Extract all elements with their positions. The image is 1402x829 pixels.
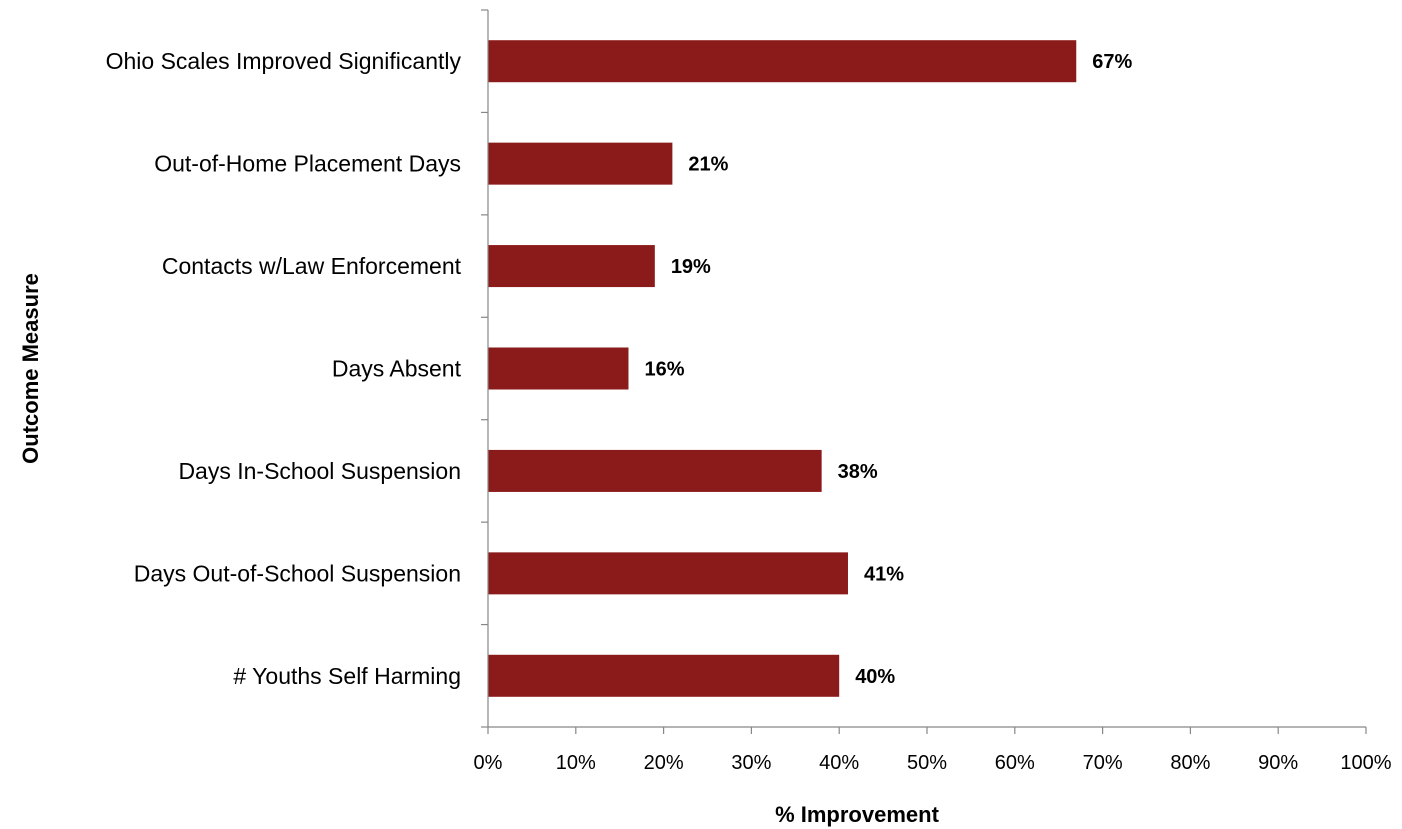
category-label: Days Out-of-School Suspension bbox=[134, 560, 461, 586]
data-label: 67% bbox=[1092, 51, 1132, 73]
category-label: Days Absent bbox=[332, 356, 462, 382]
x-tick-label: 60% bbox=[995, 752, 1035, 774]
category-label: Ohio Scales Improved Significantly bbox=[106, 48, 462, 74]
category-label: Out-of-Home Placement Days bbox=[154, 151, 461, 177]
x-tick-label: 40% bbox=[819, 752, 859, 774]
category-label: # Youths Self Harming bbox=[233, 663, 461, 689]
x-tick-label: 20% bbox=[644, 752, 684, 774]
bars-layer bbox=[488, 40, 1077, 697]
x-tick-label: 10% bbox=[556, 752, 596, 774]
bar bbox=[488, 654, 840, 697]
ticks-layer bbox=[481, 9, 1367, 734]
category-label: Contacts w/Law Enforcement bbox=[162, 253, 462, 279]
bar bbox=[488, 40, 1077, 83]
bar bbox=[488, 552, 848, 595]
x-tick-label: 50% bbox=[907, 752, 947, 774]
bar bbox=[488, 245, 655, 288]
data-label: 38% bbox=[838, 461, 878, 483]
bar bbox=[488, 347, 629, 390]
data-label: 40% bbox=[855, 666, 895, 688]
data-label: 41% bbox=[864, 563, 904, 585]
data-label: 21% bbox=[688, 154, 728, 176]
y-axis-title: Outcome Measure bbox=[18, 273, 43, 464]
x-axis-title: % Improvement bbox=[775, 802, 939, 827]
x-tick-label: 30% bbox=[731, 752, 771, 774]
x-tick-label: 90% bbox=[1258, 752, 1298, 774]
data-label: 16% bbox=[644, 359, 684, 381]
x-tick-label: 100% bbox=[1340, 752, 1391, 774]
x-tick-label: 80% bbox=[1170, 752, 1210, 774]
category-label: Days In-School Suspension bbox=[178, 458, 461, 484]
bar bbox=[488, 142, 673, 185]
x-tick-label: 70% bbox=[1083, 752, 1123, 774]
data-label: 19% bbox=[671, 256, 711, 278]
bar bbox=[488, 449, 822, 492]
x-tick-label: 0% bbox=[474, 752, 503, 774]
labels-layer: Ohio Scales Improved Significantly 67% Out… bbox=[106, 48, 1392, 774]
